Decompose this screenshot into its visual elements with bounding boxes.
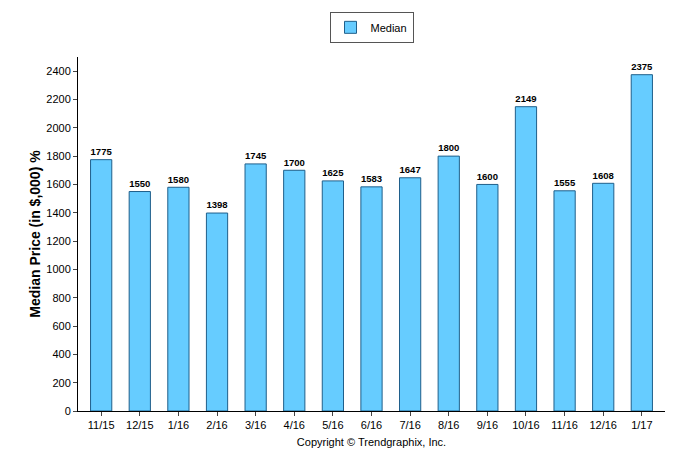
svg-text:Median Price (in $,000) %: Median Price (in $,000) % bbox=[27, 150, 43, 318]
svg-text:6/16: 6/16 bbox=[361, 419, 382, 431]
svg-text:1745: 1745 bbox=[245, 150, 267, 161]
svg-text:4/16: 4/16 bbox=[284, 419, 305, 431]
svg-text:1000: 1000 bbox=[46, 263, 70, 275]
svg-text:7/16: 7/16 bbox=[399, 419, 420, 431]
svg-text:1647: 1647 bbox=[400, 164, 421, 175]
svg-text:1800: 1800 bbox=[438, 142, 459, 153]
svg-text:400: 400 bbox=[52, 348, 70, 360]
svg-text:1600: 1600 bbox=[46, 178, 70, 190]
svg-text:12/15: 12/15 bbox=[126, 419, 154, 431]
svg-text:1775: 1775 bbox=[91, 146, 113, 157]
svg-text:1/16: 1/16 bbox=[168, 419, 189, 431]
svg-text:Copyright © Trendgraphix, Inc.: Copyright © Trendgraphix, Inc. bbox=[297, 436, 446, 448]
svg-text:0: 0 bbox=[65, 405, 71, 417]
svg-text:1580: 1580 bbox=[168, 174, 189, 185]
svg-text:1555: 1555 bbox=[554, 177, 576, 188]
svg-text:3/16: 3/16 bbox=[245, 419, 266, 431]
svg-text:1/17: 1/17 bbox=[631, 419, 652, 431]
svg-text:5/16: 5/16 bbox=[322, 419, 343, 431]
svg-text:2200: 2200 bbox=[46, 93, 70, 105]
svg-text:2400: 2400 bbox=[46, 65, 70, 77]
svg-text:1550: 1550 bbox=[129, 178, 150, 189]
svg-text:600: 600 bbox=[52, 320, 70, 332]
svg-text:1625: 1625 bbox=[322, 167, 344, 178]
svg-text:Median: Median bbox=[371, 22, 407, 34]
svg-text:800: 800 bbox=[52, 292, 70, 304]
svg-text:200: 200 bbox=[52, 377, 70, 389]
svg-text:9/16: 9/16 bbox=[477, 419, 498, 431]
svg-text:10/16: 10/16 bbox=[512, 419, 540, 431]
svg-text:1200: 1200 bbox=[46, 235, 70, 247]
svg-text:1583: 1583 bbox=[361, 173, 382, 184]
svg-text:1800: 1800 bbox=[46, 150, 70, 162]
svg-text:2000: 2000 bbox=[46, 122, 70, 134]
svg-text:1398: 1398 bbox=[206, 199, 227, 210]
svg-text:1400: 1400 bbox=[46, 207, 70, 219]
svg-text:11/15: 11/15 bbox=[88, 419, 115, 431]
svg-text:11/16: 11/16 bbox=[551, 419, 578, 431]
svg-text:2/16: 2/16 bbox=[206, 419, 227, 431]
svg-text:1700: 1700 bbox=[284, 157, 305, 168]
svg-text:1600: 1600 bbox=[477, 171, 498, 182]
svg-text:12/16: 12/16 bbox=[589, 419, 617, 431]
svg-text:2149: 2149 bbox=[515, 93, 536, 104]
svg-text:2375: 2375 bbox=[631, 61, 653, 72]
svg-text:8/16: 8/16 bbox=[438, 419, 459, 431]
svg-text:1608: 1608 bbox=[593, 170, 614, 181]
